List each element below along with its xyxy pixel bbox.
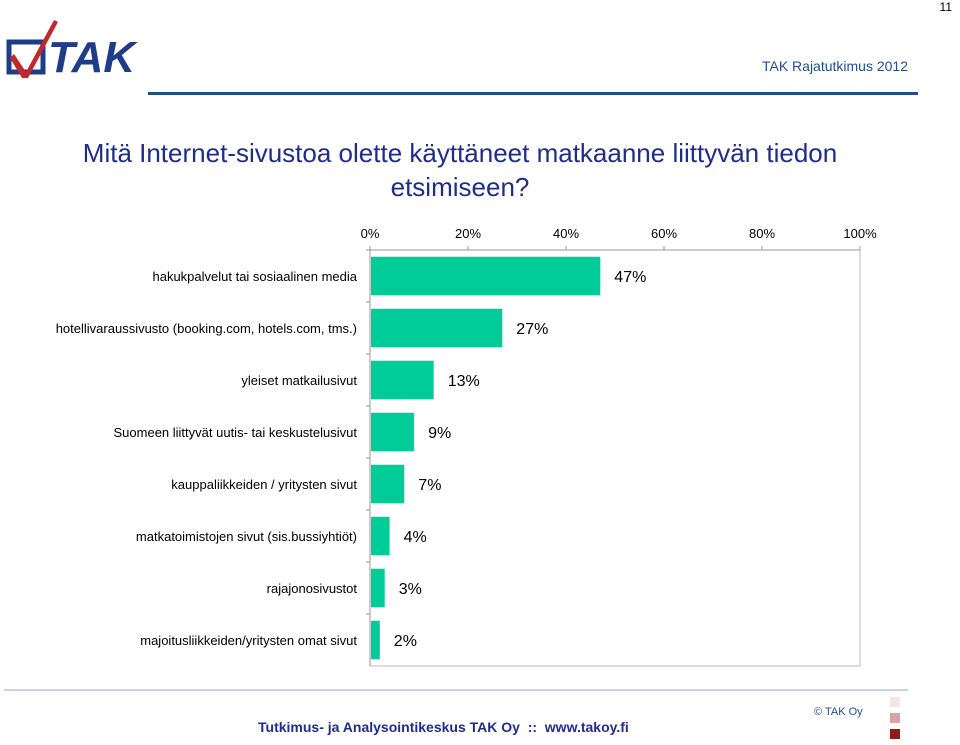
- footer-square-3: [890, 729, 900, 739]
- logo-text: TAK: [48, 33, 138, 82]
- bar: [371, 308, 503, 348]
- category-label: yleiset matkailusivut: [241, 373, 357, 388]
- category-label: majoitusliikkeiden/yritysten omat sivut: [140, 633, 357, 648]
- bar: [371, 464, 405, 504]
- data-label: 47%: [614, 269, 646, 286]
- footer-square-1: [890, 697, 900, 707]
- copyright: © TAK Oy: [814, 706, 863, 718]
- bar: [371, 256, 601, 296]
- footer-square-2: [890, 713, 900, 723]
- page-number: 11: [939, 0, 952, 14]
- header-title: TAK Rajatutkimus 2012: [761, 58, 908, 74]
- category-label: kauppaliikkeiden / yritysten sivut: [171, 477, 357, 492]
- x-tick-label: 0%: [361, 226, 380, 241]
- data-label: 27%: [516, 321, 548, 338]
- bar: [371, 360, 434, 400]
- tak-logo: TAK: [6, 20, 138, 82]
- x-tick-label: 100%: [843, 226, 877, 241]
- footer-divider: [4, 689, 908, 691]
- x-tick-label: 60%: [651, 226, 677, 241]
- category-label: matkatoimistojen sivut (sis.bussiyhtiöt): [136, 529, 357, 544]
- chart-title: Mitä Internet-sivustoa olette käyttäneet…: [82, 138, 838, 202]
- data-label: 2%: [394, 633, 417, 650]
- x-tick-label: 40%: [553, 226, 579, 241]
- footer-text: Tutkimus- ja Analysointikeskus TAK Oy ::…: [258, 719, 629, 735]
- x-tick-label: 80%: [749, 226, 775, 241]
- bar: [371, 412, 415, 452]
- data-label: 13%: [448, 373, 480, 390]
- footer-decoration: [890, 697, 902, 745]
- header-divider: [148, 92, 918, 95]
- x-tick-label: 20%: [455, 226, 481, 241]
- category-label: rajajonosivustot: [267, 581, 358, 596]
- category-label: Suomeen liittyvät uutis- tai keskustelus…: [114, 425, 358, 440]
- data-label: 7%: [418, 477, 441, 494]
- data-label: 4%: [404, 529, 427, 546]
- data-label: 3%: [399, 581, 422, 598]
- category-label: hakukpalvelut tai sosiaalinen media: [152, 269, 357, 284]
- bar: [371, 516, 390, 556]
- bar: [371, 568, 385, 608]
- data-label: 9%: [428, 425, 451, 442]
- bar: [371, 620, 380, 660]
- category-label: hotellivaraussivusto (booking.com, hotel…: [56, 321, 357, 336]
